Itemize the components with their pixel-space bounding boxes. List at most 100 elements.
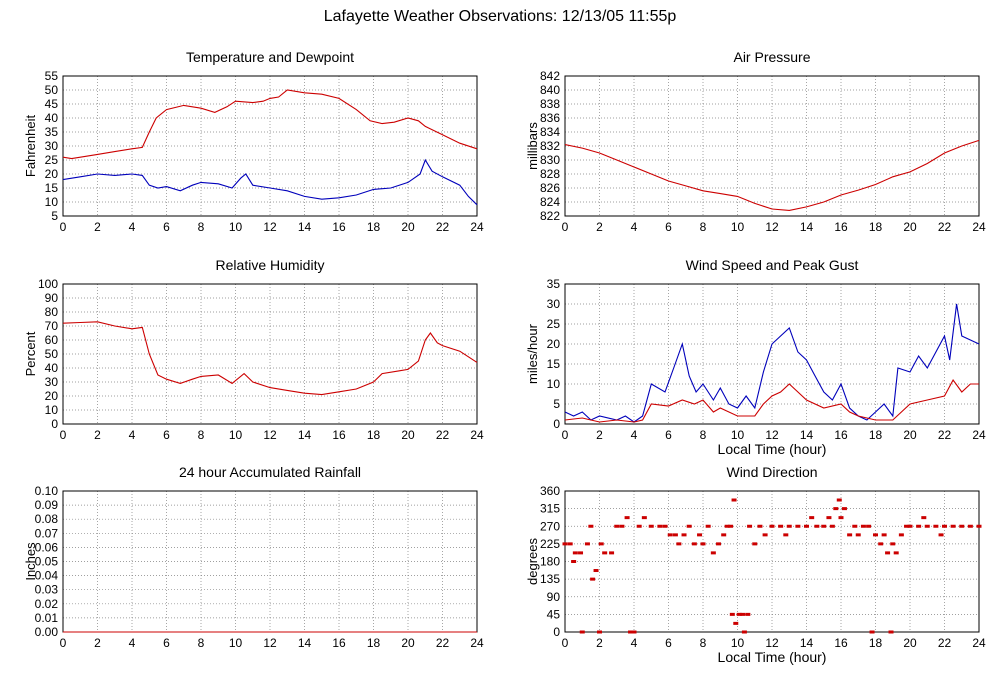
data-point [762,533,768,537]
x-tick-label: 18 [367,428,381,442]
y-tick-label: 35 [547,277,561,291]
x-tick-label: 18 [869,428,883,442]
data-point [769,524,775,528]
data-point [833,507,839,511]
x-tick-label: 14 [800,428,814,442]
plot-frame [564,490,980,633]
x-tick-label: 6 [665,220,672,234]
data-point [860,524,866,528]
y-axis-label: Fahrenheit [23,115,38,178]
y-tick-label: 35 [45,125,59,139]
x-tick-label: 2 [94,220,101,234]
data-point [740,612,746,616]
data-point [624,516,630,520]
y-axis-label: Inches [23,542,38,581]
x-tick-label: 10 [731,428,745,442]
x-tick-label: 8 [700,220,707,234]
y-tick-label: 828 [540,167,560,181]
x-tick-label: 14 [800,220,814,234]
x-tick-label: 0 [60,636,67,650]
x-tick-label: 18 [869,636,883,650]
x-tick-label: 2 [94,636,101,650]
data-point [916,524,922,528]
x-tick-label: 2 [94,428,101,442]
data-point [672,533,678,537]
chart-humidity: 0 2 4 6 8 10 12 14 16 18 20 22 240102030405060708090… [23,257,484,442]
y-tick-label: 135 [540,572,560,586]
x-tick-label: 8 [198,220,205,234]
series-line [564,378,979,423]
chart-rain: 0 2 4 6 8 10 12 14 16 18 20 22 240.000.010.020.030.0… [23,464,484,650]
data-point [648,524,654,528]
y-tick-label: 0.04 [35,569,59,583]
x-tick-label: 8 [700,636,707,650]
x-tick-label: 14 [298,428,312,442]
x-tick-label: 14 [800,636,814,650]
data-point [814,524,820,528]
y-tick-label: 5 [51,209,58,223]
y-tick-label: 40 [45,111,59,125]
y-tick-label: 50 [45,347,59,361]
x-tick-label: 8 [700,428,707,442]
x-tick-label: 10 [229,636,243,650]
chart-title: Relative Humidity [216,257,325,273]
x-tick-label: 24 [470,220,484,234]
y-tick-label: 55 [45,69,59,83]
x-tick-label: 20 [903,220,917,234]
x-tick-label: 0 [562,220,569,234]
y-tick-label: 10 [547,377,561,391]
x-tick-label: 24 [470,636,484,650]
x-tick-label: 4 [129,636,136,650]
data-point [783,533,789,537]
data-point [609,551,615,555]
chart-pressure: 0 2 4 6 8 10 12 14 16 18 20 22 248228248268288308328… [525,49,986,234]
y-tick-label: 0.03 [35,583,59,597]
x-tick-label: 4 [129,428,136,442]
data-point [571,560,577,563]
x-tick-label: 4 [129,220,136,234]
x-tick-label: 22 [938,428,952,442]
data-point [869,630,875,634]
data-point [829,524,835,528]
data-point [590,577,596,581]
y-axis-label: Percent [23,331,38,376]
y-tick-label: 10 [45,403,59,417]
y-tick-label: 830 [540,153,560,167]
x-tick-label: 2 [596,636,603,650]
y-tick-label: 180 [540,555,560,569]
y-tick-label: 0.06 [35,540,59,554]
data-point [593,569,599,573]
x-tick-label: 24 [470,428,484,442]
data-point [731,498,737,502]
y-tick-label: 100 [38,277,58,291]
data-point [836,498,842,502]
data-point [657,524,663,528]
x-tick-label: 22 [436,220,450,234]
x-tick-label: 16 [834,220,848,234]
y-tick-label: 842 [540,69,560,83]
y-tick-label: 30 [45,139,59,153]
plot-frame [564,283,980,425]
x-tick-label: 14 [298,636,312,650]
y-tick-label: 20 [45,389,59,403]
x-tick-label: 22 [938,220,952,234]
x-tick-label: 22 [436,636,450,650]
data-point [745,612,751,616]
x-tick-label: 4 [631,428,638,442]
y-tick-label: 0.05 [35,555,59,569]
y-tick-label: 30 [45,375,59,389]
data-point [976,524,982,528]
data-point [907,524,913,528]
data-point [710,551,716,555]
x-tick-label: 22 [938,636,952,650]
x-tick-label: 2 [596,428,603,442]
x-tick-label: 12 [765,636,779,650]
y-tick-label: 0.10 [35,484,59,498]
x-tick-label: 18 [869,220,883,234]
data-point [757,524,763,528]
data-point [893,551,899,555]
data-point [795,524,801,528]
data-point [729,612,735,616]
x-tick-label: 24 [972,636,986,650]
x-tick-label: 16 [332,428,346,442]
